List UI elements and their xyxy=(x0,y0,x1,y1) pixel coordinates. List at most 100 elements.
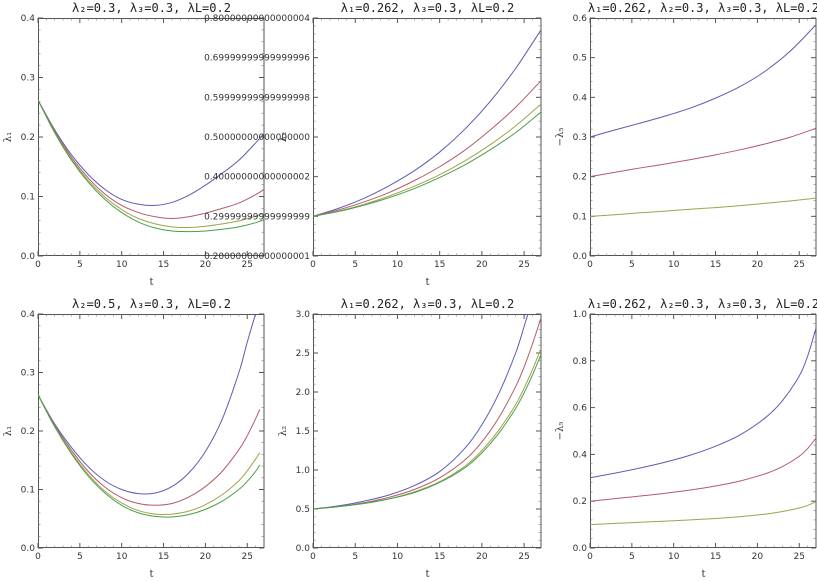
y-tick-label: 0.40000000000000002 xyxy=(204,173,310,183)
series-line-olive xyxy=(313,103,542,217)
series-line-green xyxy=(38,394,261,518)
x-tick-label: 5 xyxy=(352,552,358,562)
y-axis-label: −λ₅ xyxy=(555,128,566,147)
plot-frame xyxy=(590,314,817,548)
chart-panel-1: λ₂=0.3, λ₃=0.3, λL=0.2 0 5 10 15 20 25 0.0 0.1 0.… xyxy=(3,1,265,288)
y-tick-label: 0.0 xyxy=(296,544,311,554)
y-tick-label: 0.6 xyxy=(573,404,588,414)
x-tick-label: 20 xyxy=(476,552,488,562)
x-tick-label: 0 xyxy=(35,552,41,562)
x-tick-label: 10 xyxy=(116,260,128,270)
series-line-red xyxy=(590,127,817,178)
chart-title: λ₁=0.262, λ₃=0.3, λL=0.2 xyxy=(341,297,514,311)
x-axis-label: t xyxy=(425,277,429,288)
x-tick-label: 15 xyxy=(158,552,169,562)
plot-frame xyxy=(590,18,817,256)
x-tick-label: 15 xyxy=(710,552,721,562)
y-tick-label: 0.6 xyxy=(573,14,588,24)
x-tick-label: 5 xyxy=(77,552,83,562)
x-tick-label: 10 xyxy=(668,260,680,270)
y-tick-label: 0.1 xyxy=(21,486,35,496)
x-axis-label: t xyxy=(425,569,429,580)
y-axis-label: λ₂ xyxy=(278,132,289,142)
y-axis-label: λ₁ xyxy=(3,426,14,436)
x-tick-label: 20 xyxy=(200,552,212,562)
series-group xyxy=(313,314,542,510)
y-tick-label: 3.0 xyxy=(296,310,311,320)
x-tick-label: 0 xyxy=(35,260,41,270)
y-tick-label: 0.29999999999999999 xyxy=(204,212,310,222)
y-tick-label: 0.4 xyxy=(573,93,588,103)
chart-panel-2: λ₁=0.262, λ₃=0.3, λL=0.20 5 10 15 20 250.2000… xyxy=(204,1,542,288)
plot-frame xyxy=(313,314,542,548)
x-tick-label: 5 xyxy=(629,552,635,562)
x-tick-label: 15 xyxy=(434,260,445,270)
x-tick-label: 5 xyxy=(629,260,635,270)
series-line-olive xyxy=(590,501,817,526)
chart-panel-6: λ₁=0.262, λ₂=0.3, λ₃=0.3, λL=0.2 0 5 10 15 20… xyxy=(555,297,817,580)
x-tick-label: 20 xyxy=(752,552,764,562)
chart-title: λ₂=0.5, λ₃=0.3, λL=0.2 xyxy=(72,297,231,311)
y-tick-label: 0.8 xyxy=(573,357,588,367)
plot-frame xyxy=(313,18,542,256)
y-tick-label: 0.2 xyxy=(573,173,587,183)
series-line-olive xyxy=(38,394,261,515)
y-tick-label: 0.1 xyxy=(573,212,587,222)
x-tick-label: 20 xyxy=(752,260,764,270)
x-tick-label: 10 xyxy=(116,552,128,562)
chart-panel-3: λ₁=0.262, λ₂=0.3, λ₃=0.3, λL=0.2 0 5 10 15 20… xyxy=(555,1,817,270)
y-tick-label: 2.0 xyxy=(296,388,311,398)
y-tick-label: 1.5 xyxy=(296,427,310,437)
x-tick-label: 5 xyxy=(352,260,358,270)
series-line-blue xyxy=(590,327,817,479)
y-tick-label: 0.5 xyxy=(573,54,587,64)
x-tick-label: 25 xyxy=(794,552,805,562)
y-axis-label: λ₁ xyxy=(3,132,14,142)
y-tick-label: 0.59999999999999998 xyxy=(204,93,310,103)
plot-frame xyxy=(38,314,265,548)
x-tick-label: 25 xyxy=(518,552,529,562)
series-line-red xyxy=(38,99,265,220)
y-tick-label: 0.3 xyxy=(573,133,587,143)
y-tick-label: 0.0 xyxy=(21,252,36,262)
y-tick-label: 0.4 xyxy=(573,450,588,460)
series-line-olive xyxy=(38,99,265,228)
series-group xyxy=(38,99,265,233)
series-line-blue xyxy=(313,314,529,510)
series-line-red xyxy=(590,437,817,502)
series-line-blue xyxy=(38,314,257,495)
series-group xyxy=(313,29,542,217)
series-line-red xyxy=(313,80,542,217)
x-tick-label: 10 xyxy=(392,260,404,270)
y-tick-label: 0.50000000000000000 xyxy=(204,133,310,143)
x-tick-label: 20 xyxy=(476,260,488,270)
x-tick-label: 0 xyxy=(310,552,316,562)
y-tick-label: 0.2 xyxy=(21,427,35,437)
series-group xyxy=(590,327,817,526)
y-tick-label: 2.5 xyxy=(296,349,310,359)
x-tick-label: 25 xyxy=(518,260,529,270)
y-tick-label: 0.0 xyxy=(573,544,588,554)
x-tick-label: 25 xyxy=(242,260,253,270)
x-tick-label: 0 xyxy=(587,260,593,270)
x-tick-label: 5 xyxy=(77,260,83,270)
series-line-olive xyxy=(590,197,817,217)
chart-panel-5: λ₁=0.262, λ₃=0.3, λL=0.2 0 5 10 15 20 25 0.0 0.5… xyxy=(278,297,542,580)
y-tick-label: 0.20000000000000001 xyxy=(204,252,310,262)
y-tick-label: 1.0 xyxy=(296,466,311,476)
y-tick-label: 0.69999999999999996 xyxy=(204,54,310,64)
x-tick-label: 0 xyxy=(310,260,316,270)
x-tick-label: 15 xyxy=(710,260,721,270)
chart-title: λ₂=0.3, λ₃=0.3, λL=0.2 xyxy=(72,1,231,15)
x-tick-label: 15 xyxy=(434,552,445,562)
x-tick-label: 10 xyxy=(392,552,404,562)
y-tick-label: 0.80000000000000004 xyxy=(204,14,310,24)
y-tick-label: 0.1 xyxy=(21,193,35,203)
y-tick-label: 0.0 xyxy=(573,252,588,262)
x-tick-label: 25 xyxy=(794,260,805,270)
series-line-green xyxy=(313,354,542,510)
series-line-red xyxy=(313,317,542,510)
series-line-olive xyxy=(313,348,542,510)
x-axis-label: t xyxy=(149,569,153,580)
y-axis-label: −λ₅ xyxy=(555,422,566,441)
